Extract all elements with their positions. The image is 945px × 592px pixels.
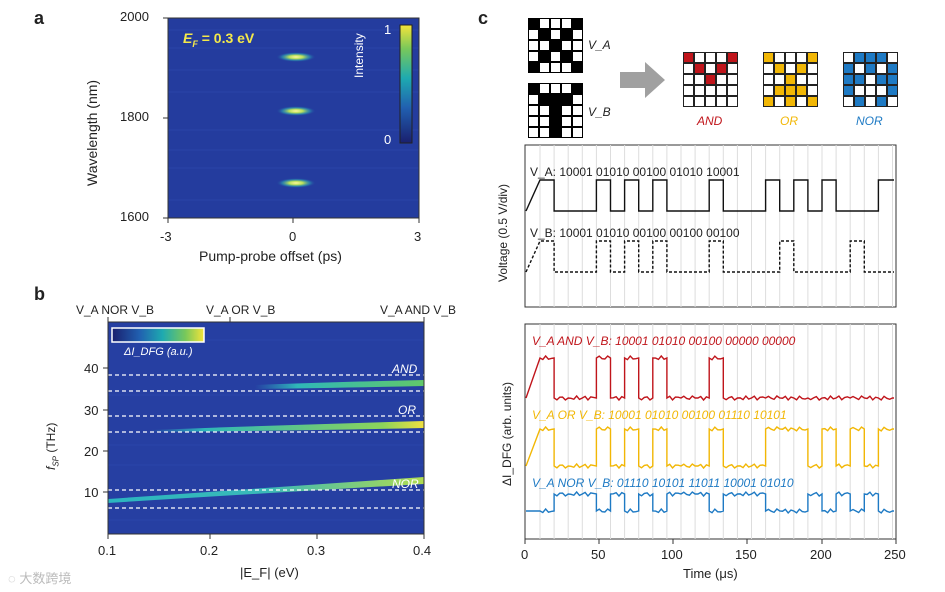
- panel-b-top-or: V_A OR V_B: [206, 303, 275, 317]
- panel-b-band-nor: NOR: [392, 477, 419, 491]
- panel-b-top-nor: V_A NOR V_B: [76, 303, 154, 317]
- panel-b-ytick-10: 10: [84, 485, 99, 500]
- panel-a-title-e: E: [183, 30, 193, 46]
- panel-b-top-or-text: V_A OR V_B: [206, 303, 276, 317]
- panel-a-label: a: [34, 8, 45, 28]
- panel-b-top-and-text: V_A AND V_B: [380, 303, 457, 317]
- panel-a-ytick-1600: 1600: [120, 209, 149, 224]
- vb-trace: [525, 240, 894, 273]
- vb-grid: [528, 83, 583, 138]
- panel-c-xtick-0: 0: [521, 547, 529, 562]
- watermark-icon: ◌: [8, 571, 16, 586]
- gate-or-label: OR: [780, 114, 798, 128]
- or-trace-label: V_A OR V_B: 10001 01010 00100 01110 1010…: [532, 408, 787, 422]
- panel-c-xlabel: Time (μs): [683, 566, 738, 581]
- panel-c-va-label: V_A: [588, 38, 611, 52]
- panel-a-ytick-1800: 1800: [120, 109, 149, 124]
- panel-c-label: c: [478, 8, 489, 28]
- panel-b-ytick-20: 20: [84, 444, 99, 459]
- panel-a-ytick-2000: 2000: [120, 9, 149, 24]
- and-trace: [525, 354, 894, 402]
- or-grid: [763, 52, 818, 107]
- panel-c-xtick-100: 100: [661, 547, 683, 562]
- panel-c-vb-label: V_B: [588, 105, 611, 119]
- panel-b-band-or: OR: [398, 403, 416, 417]
- nor-trace-label: V_A NOR V_B: 01110 10101 11011 10001 010…: [532, 476, 794, 490]
- panel-b-ytick-40: 40: [84, 361, 99, 376]
- panel-a-peak-3: [276, 178, 316, 188]
- panel-b-streak-and: [255, 380, 424, 389]
- panel-a-xtick-3: 3: [414, 229, 422, 244]
- and-grid: [683, 52, 738, 107]
- and-trace-label: V_A AND V_B: 10001 01010 00100 00000 000…: [532, 334, 796, 348]
- panel-a-title-rest: = 0.3 eV: [197, 30, 255, 46]
- panel-c-xtick-50: 50: [591, 547, 606, 562]
- panel-b-top-and: V_A AND V_B: [380, 303, 456, 317]
- panel-b-plot: [103, 317, 425, 539]
- panel-c-xtick-250: 250: [884, 547, 906, 562]
- watermark-text: 大数跨境: [19, 571, 72, 586]
- panel-a-xtick-0: 0: [289, 229, 297, 244]
- signal-ylabel: ΔI_DFG (arb. units): [500, 381, 514, 486]
- watermark: ◌ 大数跨境: [8, 568, 71, 587]
- panel-a-colorbar: [399, 24, 413, 144]
- vb-trace-label: V_B: 10001 01010 00100 00100 00100: [530, 226, 740, 240]
- arrow-icon: [620, 62, 665, 98]
- nor-grid: [843, 52, 898, 107]
- panel-c-logic-diagram: [528, 18, 898, 138]
- or-trace: [525, 425, 894, 470]
- panel-a-plot: [163, 17, 420, 223]
- panel-a-noise: [168, 29, 419, 201]
- panel-a-xlabel: Pump-probe offset (ps): [199, 248, 342, 264]
- panel-b-xtick-02: 0.2: [200, 543, 219, 558]
- gate-nor-label: NOR: [856, 114, 883, 128]
- panel-b-colorbar: [111, 327, 205, 343]
- signal-plot-frame: [524, 323, 897, 540]
- panel-a-title: EF = 0.3 eV: [183, 30, 254, 49]
- panel-b-xlabel: |E_F| (eV): [240, 565, 299, 580]
- panel-b-band-and: AND: [392, 362, 418, 376]
- panel-c-xtick-200: 200: [810, 547, 832, 562]
- panel-b-ytick-30: 30: [84, 403, 99, 418]
- gate-and-label: AND: [697, 114, 723, 128]
- voltage-plot-frame: [524, 144, 897, 308]
- voltage-ylabel: Voltage (0.5 V/div): [496, 183, 510, 282]
- panel-a-colorbar-tick-0: 0: [384, 132, 392, 147]
- panel-b-xtick-04: 0.4: [413, 543, 432, 558]
- panel-b-xtick-03: 0.3: [307, 543, 326, 558]
- panel-b-streak-or: [150, 421, 424, 432]
- va-trace: [525, 179, 894, 212]
- panel-a-peak-2: [276, 106, 316, 116]
- nor-trace: [526, 490, 894, 515]
- va-trace-label: V_A: 10001 01010 00100 01010 10001: [530, 165, 740, 179]
- panel-a-peak-1: [276, 52, 316, 62]
- panel-b-top-nor-text: V_A NOR V_B: [76, 303, 155, 317]
- panel-b-xtick-01: 0.1: [98, 543, 117, 558]
- va-grid: [528, 18, 583, 73]
- panel-a-title-sub: F: [192, 38, 198, 49]
- panel-c-xtick-150: 150: [735, 547, 757, 562]
- panel-b-colorbar-label: ΔI_DFG (a.u.): [124, 346, 193, 358]
- panel-a-colorbar-tick-1: 1: [384, 22, 392, 37]
- panel-b-frame: [107, 321, 425, 535]
- panel-b-label: b: [34, 284, 45, 304]
- panel-a-xtick-neg3: -3: [160, 229, 172, 244]
